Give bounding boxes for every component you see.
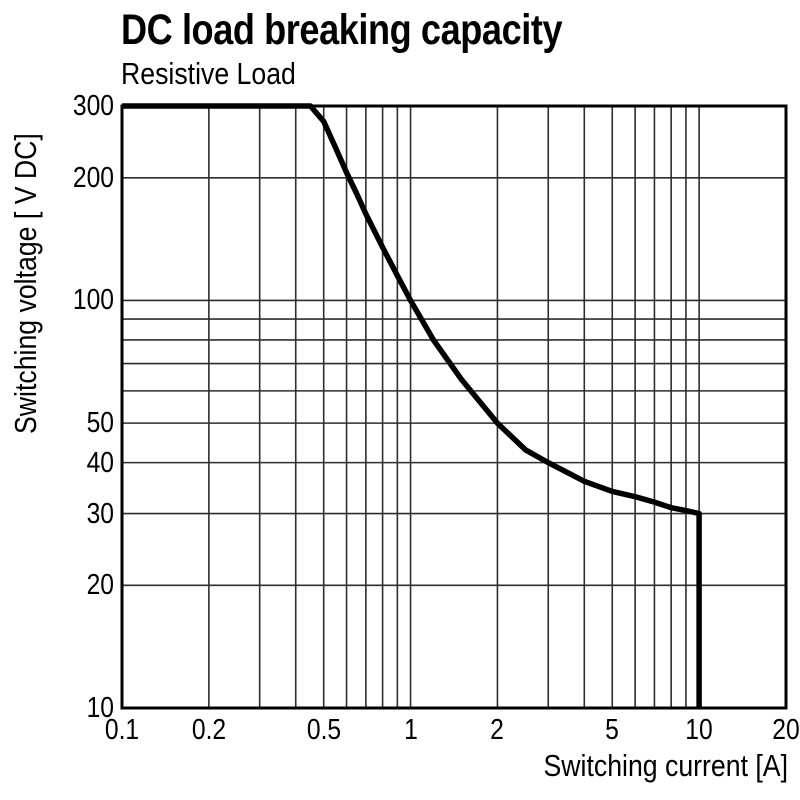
y-tick-label: 40 (86, 446, 114, 479)
x-tick-label: 0.5 (306, 714, 341, 746)
x-tick-label: 1 (403, 714, 418, 746)
y-tick-label: 50 (86, 407, 114, 440)
plot-border (120, 104, 788, 710)
chart-title: DC load breaking capacity (121, 6, 563, 54)
y-tick-label: 20 (86, 569, 114, 602)
x-axis-title: Switching current [A] (543, 748, 788, 783)
y-tick-label: 200 (72, 161, 114, 194)
y-axis-title: Switching voltage [ V DC] (8, 133, 43, 435)
x-tick-label: 5 (605, 714, 620, 746)
x-tick-label: 0.2 (191, 714, 226, 746)
x-tick-label: 10 (685, 714, 713, 746)
x-tick-label: 2 (490, 714, 505, 746)
y-tick-label: 100 (72, 284, 114, 317)
y-tick-label: 300 (72, 90, 114, 122)
x-tick-label: 20 (772, 714, 800, 746)
y-tick-label: 10 (86, 692, 114, 724)
x-tick-label: 0.1 (104, 714, 140, 746)
breaking-capacity-curve (122, 103, 702, 708)
chart-subtitle: Resistive Load (121, 56, 296, 91)
y-tick-label: 30 (86, 497, 114, 530)
